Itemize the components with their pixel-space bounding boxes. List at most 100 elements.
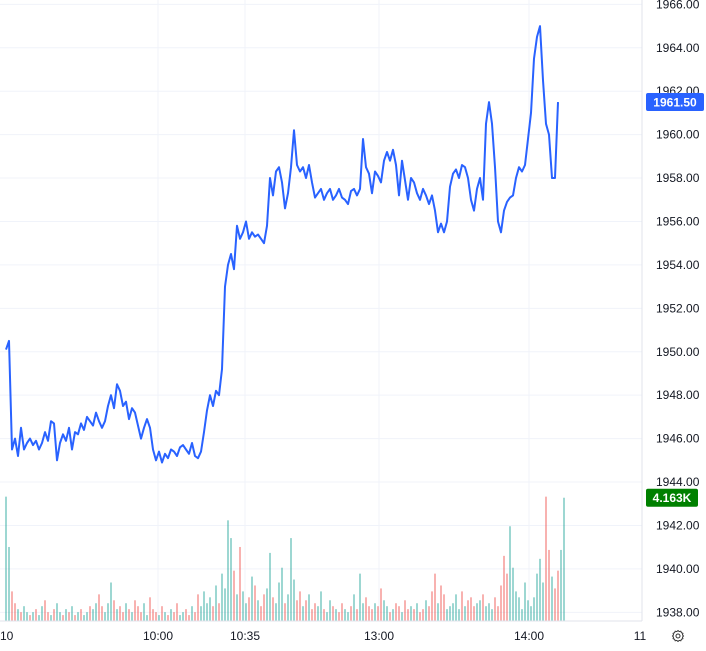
volume-bar [344,609,346,621]
volume-bar [260,606,262,621]
volume-badge [646,488,698,507]
volume-bar [287,594,289,621]
volume-bar [458,609,460,621]
volume-bar [125,603,127,621]
volume-bar [263,594,265,621]
x-tick-label: 11 [634,629,647,643]
y-tick-label: 1954.00 [656,258,700,272]
volume-bar [236,594,238,621]
volume-bar [554,588,556,621]
volume-bar [221,573,223,621]
volume-bar [203,591,205,621]
y-tick-label: 1946.00 [656,432,700,446]
volume-bar [476,603,478,621]
volume-bar [404,600,406,621]
volume-bar [83,615,85,621]
volume-bar [149,597,151,621]
volume-bar [341,603,343,621]
volume-bars [5,496,565,621]
volume-bar [113,600,115,621]
volume-bar [209,597,211,621]
volume-bar [245,603,247,621]
volume-bar [545,496,547,621]
volume-bar [563,497,565,621]
volume-bar [212,606,214,621]
volume-bar [95,603,97,621]
volume-bar [290,538,292,621]
volume-bar [152,609,154,621]
x-tick-label: 10:00 [143,629,173,643]
volume-bar [86,612,88,621]
y-tick-label: 1950.00 [656,345,700,359]
volume-bar [122,612,124,621]
volume-bar [362,603,364,621]
volume-bar [518,597,520,621]
volume-bar [377,606,379,621]
volume-bar [449,606,451,621]
volume-bar [527,600,529,621]
volume-bar [533,597,535,621]
volume-bar [41,606,43,621]
volume-bar [368,606,370,621]
volume-bar [182,612,184,621]
volume-bar [257,600,259,621]
volume-bar [530,606,532,621]
volume-bar [131,612,133,621]
volume-bar [422,609,424,621]
volume-bar [65,609,67,621]
volume-bar [101,606,103,621]
volume-bar [467,600,469,621]
volume-bar [539,558,541,621]
volume-bar [284,603,286,621]
grid [0,0,642,621]
volume-bar [140,612,142,621]
volume-bar [389,612,391,621]
volume-bar [551,576,553,621]
volume-bar [416,603,418,621]
volume-bar [197,594,199,621]
volume-bar [158,615,160,621]
volume-bar [134,600,136,621]
volume-bar [431,591,433,621]
volume-bar [338,612,340,621]
last-price-label: 1961.50 [653,96,697,110]
x-tick-label: 10 [0,629,14,643]
volume-bar [434,573,436,621]
volume-bar [74,615,76,621]
volume-bar [62,615,64,621]
volume-bar [146,615,148,621]
settings-gear-icon[interactable] [670,628,686,644]
volume-bar [455,594,457,621]
y-tick-label: 1948.00 [656,388,700,402]
volume-bar [161,606,163,621]
volume-bar [179,615,181,621]
volume-bar [89,606,91,621]
volume-bar [437,603,439,621]
volume-bar [359,573,361,621]
volume-bar [395,603,397,621]
volume-bar [248,597,250,621]
volume-bar [119,606,121,621]
y-tick-label: 1940.00 [656,562,700,576]
volume-bar [470,597,472,621]
volume-bar [494,597,496,621]
volume-bar [266,588,268,621]
volume-bar [302,606,304,621]
volume-bar [164,612,166,621]
volume-bar [500,585,502,621]
volume-bar [104,612,106,621]
x-tick-label: 10:35 [230,629,260,643]
volume-bar [272,597,274,621]
volume-bar [485,606,487,621]
volume-bar [8,546,10,621]
volume-bar [11,591,13,621]
volume-bar [311,609,313,621]
volume-bar [446,609,448,621]
volume-bar [557,570,559,621]
volume-bar [77,612,79,621]
volume-bar [92,609,94,621]
volume-bar [143,603,145,621]
